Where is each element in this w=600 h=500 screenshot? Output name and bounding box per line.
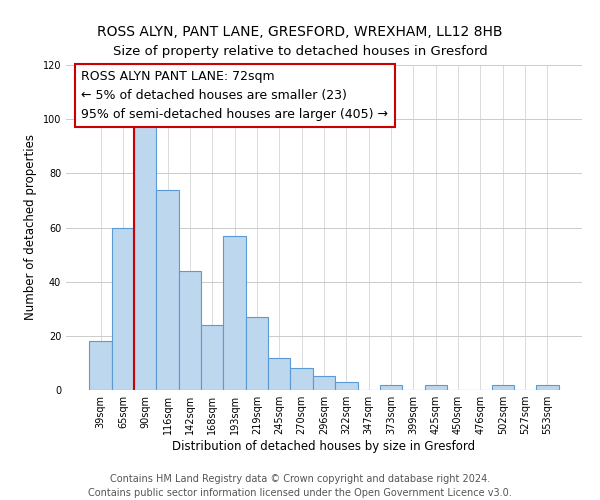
Bar (89, 341, 112, 390)
Bar (335, 382, 358, 390)
Bar (380, 384, 402, 390)
X-axis label: Distribution of detached houses by size in Gresford: Distribution of detached houses by size … (172, 440, 476, 453)
Y-axis label: Number of detached properties: Number of detached properties (24, 134, 37, 320)
Bar (201, 325, 223, 390)
Text: Size of property relative to detached houses in Gresford: Size of property relative to detached ho… (113, 45, 487, 58)
Bar (425, 384, 447, 390)
Bar (491, 384, 514, 390)
Bar (112, 228, 134, 390)
Bar (268, 358, 290, 390)
Text: ROSS ALYN PANT LANE: 72sqm
← 5% of detached houses are smaller (23)
95% of semi-: ROSS ALYN PANT LANE: 72sqm ← 5% of detac… (82, 70, 388, 121)
Text: Contains HM Land Registry data © Crown copyright and database right 2024.
Contai: Contains HM Land Registry data © Crown c… (88, 474, 512, 498)
Bar (157, 190, 179, 390)
Bar (536, 384, 559, 390)
Bar (134, 124, 157, 390)
Bar (179, 271, 201, 390)
Text: ROSS ALYN, PANT LANE, GRESFORD, WREXHAM, LL12 8HB: ROSS ALYN, PANT LANE, GRESFORD, WREXHAM,… (97, 25, 503, 39)
Bar (246, 317, 268, 390)
Bar (290, 368, 313, 390)
Bar (313, 376, 335, 390)
Bar (223, 236, 246, 390)
